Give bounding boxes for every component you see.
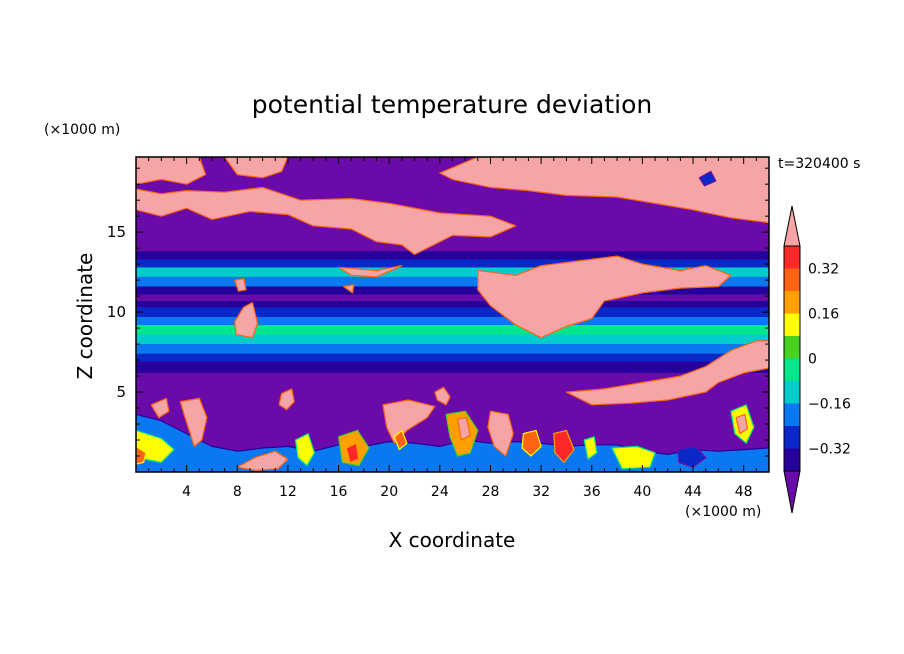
- level-band-11: [136, 276, 769, 287]
- colorbar-swatch-0: [784, 448, 800, 471]
- colorbar-label-3: −0.16: [808, 397, 851, 413]
- x-axis-label: X coordinate: [389, 528, 516, 552]
- contour-region-15: [150, 397, 170, 419]
- x-tick-label-28: 28: [482, 484, 500, 500]
- level-band-2: [136, 353, 769, 362]
- level-band-9: [136, 294, 769, 301]
- level-band-1: [136, 361, 769, 373]
- x-tick-label-36: 36: [583, 484, 601, 500]
- x-tick-label-8: 8: [233, 484, 242, 500]
- contour-region-22: [393, 429, 408, 451]
- level-band-6: [136, 316, 769, 325]
- colorbar-label-2: 0: [808, 352, 817, 368]
- x-tick-label-12: 12: [279, 484, 297, 500]
- contour-region-27: [553, 429, 575, 463]
- colorbar: 0.32 0.16 0 −0.16 −0.32: [783, 205, 851, 514]
- contour-region-1: [136, 157, 207, 185]
- y-tick-label-10: 10: [107, 303, 126, 321]
- level-band-4: [136, 334, 769, 345]
- time-label: t=320400 s: [778, 156, 860, 172]
- contour-region-8: [234, 301, 259, 339]
- x-axis: 4 8 12 16 20 24 28 32 36 40 44 48: [148, 157, 757, 500]
- x-tick-label-48: 48: [735, 484, 753, 500]
- x-unit-label: (×1000 m): [685, 504, 761, 520]
- colorbar-label-4: −0.32: [808, 442, 851, 458]
- contour-regions: [136, 157, 769, 472]
- contour-region-26: [521, 429, 542, 457]
- contour-region-17: [236, 450, 289, 471]
- level-band-3: [136, 344, 769, 354]
- contour-region-7: [234, 277, 247, 292]
- level-band-13: [136, 259, 769, 268]
- y-axis: 5 10 15: [107, 167, 769, 457]
- level-band-10: [136, 286, 769, 295]
- chart-title: potential temperature deviation: [252, 90, 652, 119]
- contour-region-14: [179, 397, 208, 447]
- contour-region-6: [343, 284, 355, 294]
- colorbar-swatch-7: [784, 291, 800, 314]
- contour-region-20: [345, 442, 360, 463]
- x-tick-label-24: 24: [431, 484, 449, 500]
- contour-region-5: [338, 265, 403, 278]
- x-tick-label-16: 16: [330, 484, 348, 500]
- plot-area: [136, 157, 769, 472]
- contour-region-24: [457, 417, 471, 441]
- colorbar-label-1: 0.16: [808, 307, 839, 323]
- colorbar-swatch-5: [784, 336, 800, 359]
- level-band-5: [136, 324, 769, 335]
- colorbar-swatch-3: [784, 381, 800, 404]
- contour-region-33: [698, 170, 717, 187]
- contour-region-11: [278, 388, 295, 411]
- contour-region-29: [611, 445, 656, 470]
- level-band-7: [136, 307, 769, 317]
- colorbar-frame: [783, 245, 801, 472]
- contour-region-2: [224, 157, 289, 179]
- contour-region-21: [382, 399, 436, 444]
- contour-region-3: [439, 157, 769, 224]
- colorbar-label-0: 0.32: [808, 262, 839, 278]
- y-tick-label-5: 5: [116, 383, 126, 401]
- y-tick-label-15: 15: [107, 223, 126, 241]
- colorbar-swatch-9: [784, 246, 800, 269]
- level-band-12: [136, 267, 769, 277]
- y-axis-label: Z coordinate: [73, 253, 97, 380]
- x-tick-label-40: 40: [633, 484, 651, 500]
- colorbar-swatch-1: [784, 426, 800, 449]
- colorbar-upper-extend: [783, 205, 801, 247]
- colorbar-lower-extend: [783, 470, 801, 514]
- contour-region-28: [583, 436, 598, 460]
- contour-region-25: [487, 410, 514, 457]
- contour-region-16: [136, 445, 147, 465]
- colorbar-swatch-2: [784, 403, 800, 426]
- level-band-8: [136, 300, 769, 308]
- contour-region-30: [677, 445, 707, 468]
- x-tick-label-44: 44: [684, 484, 702, 500]
- contour-region-9: [565, 340, 769, 406]
- colorbar-swatch-4: [784, 358, 800, 381]
- y-unit-label: (×1000 m): [44, 122, 120, 138]
- level-band-14: [136, 251, 769, 260]
- x-tick-label-32: 32: [532, 484, 550, 500]
- colorbar-swatch-8: [784, 268, 800, 291]
- contour-region-10: [434, 386, 451, 406]
- x-tick-label-20: 20: [380, 484, 398, 500]
- colorbar-swatch-6: [784, 313, 800, 336]
- contour-region-32: [735, 413, 749, 435]
- x-tick-label-4: 4: [182, 484, 191, 500]
- contour-region-4: [477, 255, 732, 339]
- contour-region-18: [294, 433, 316, 467]
- contour-region-0: [136, 186, 517, 256]
